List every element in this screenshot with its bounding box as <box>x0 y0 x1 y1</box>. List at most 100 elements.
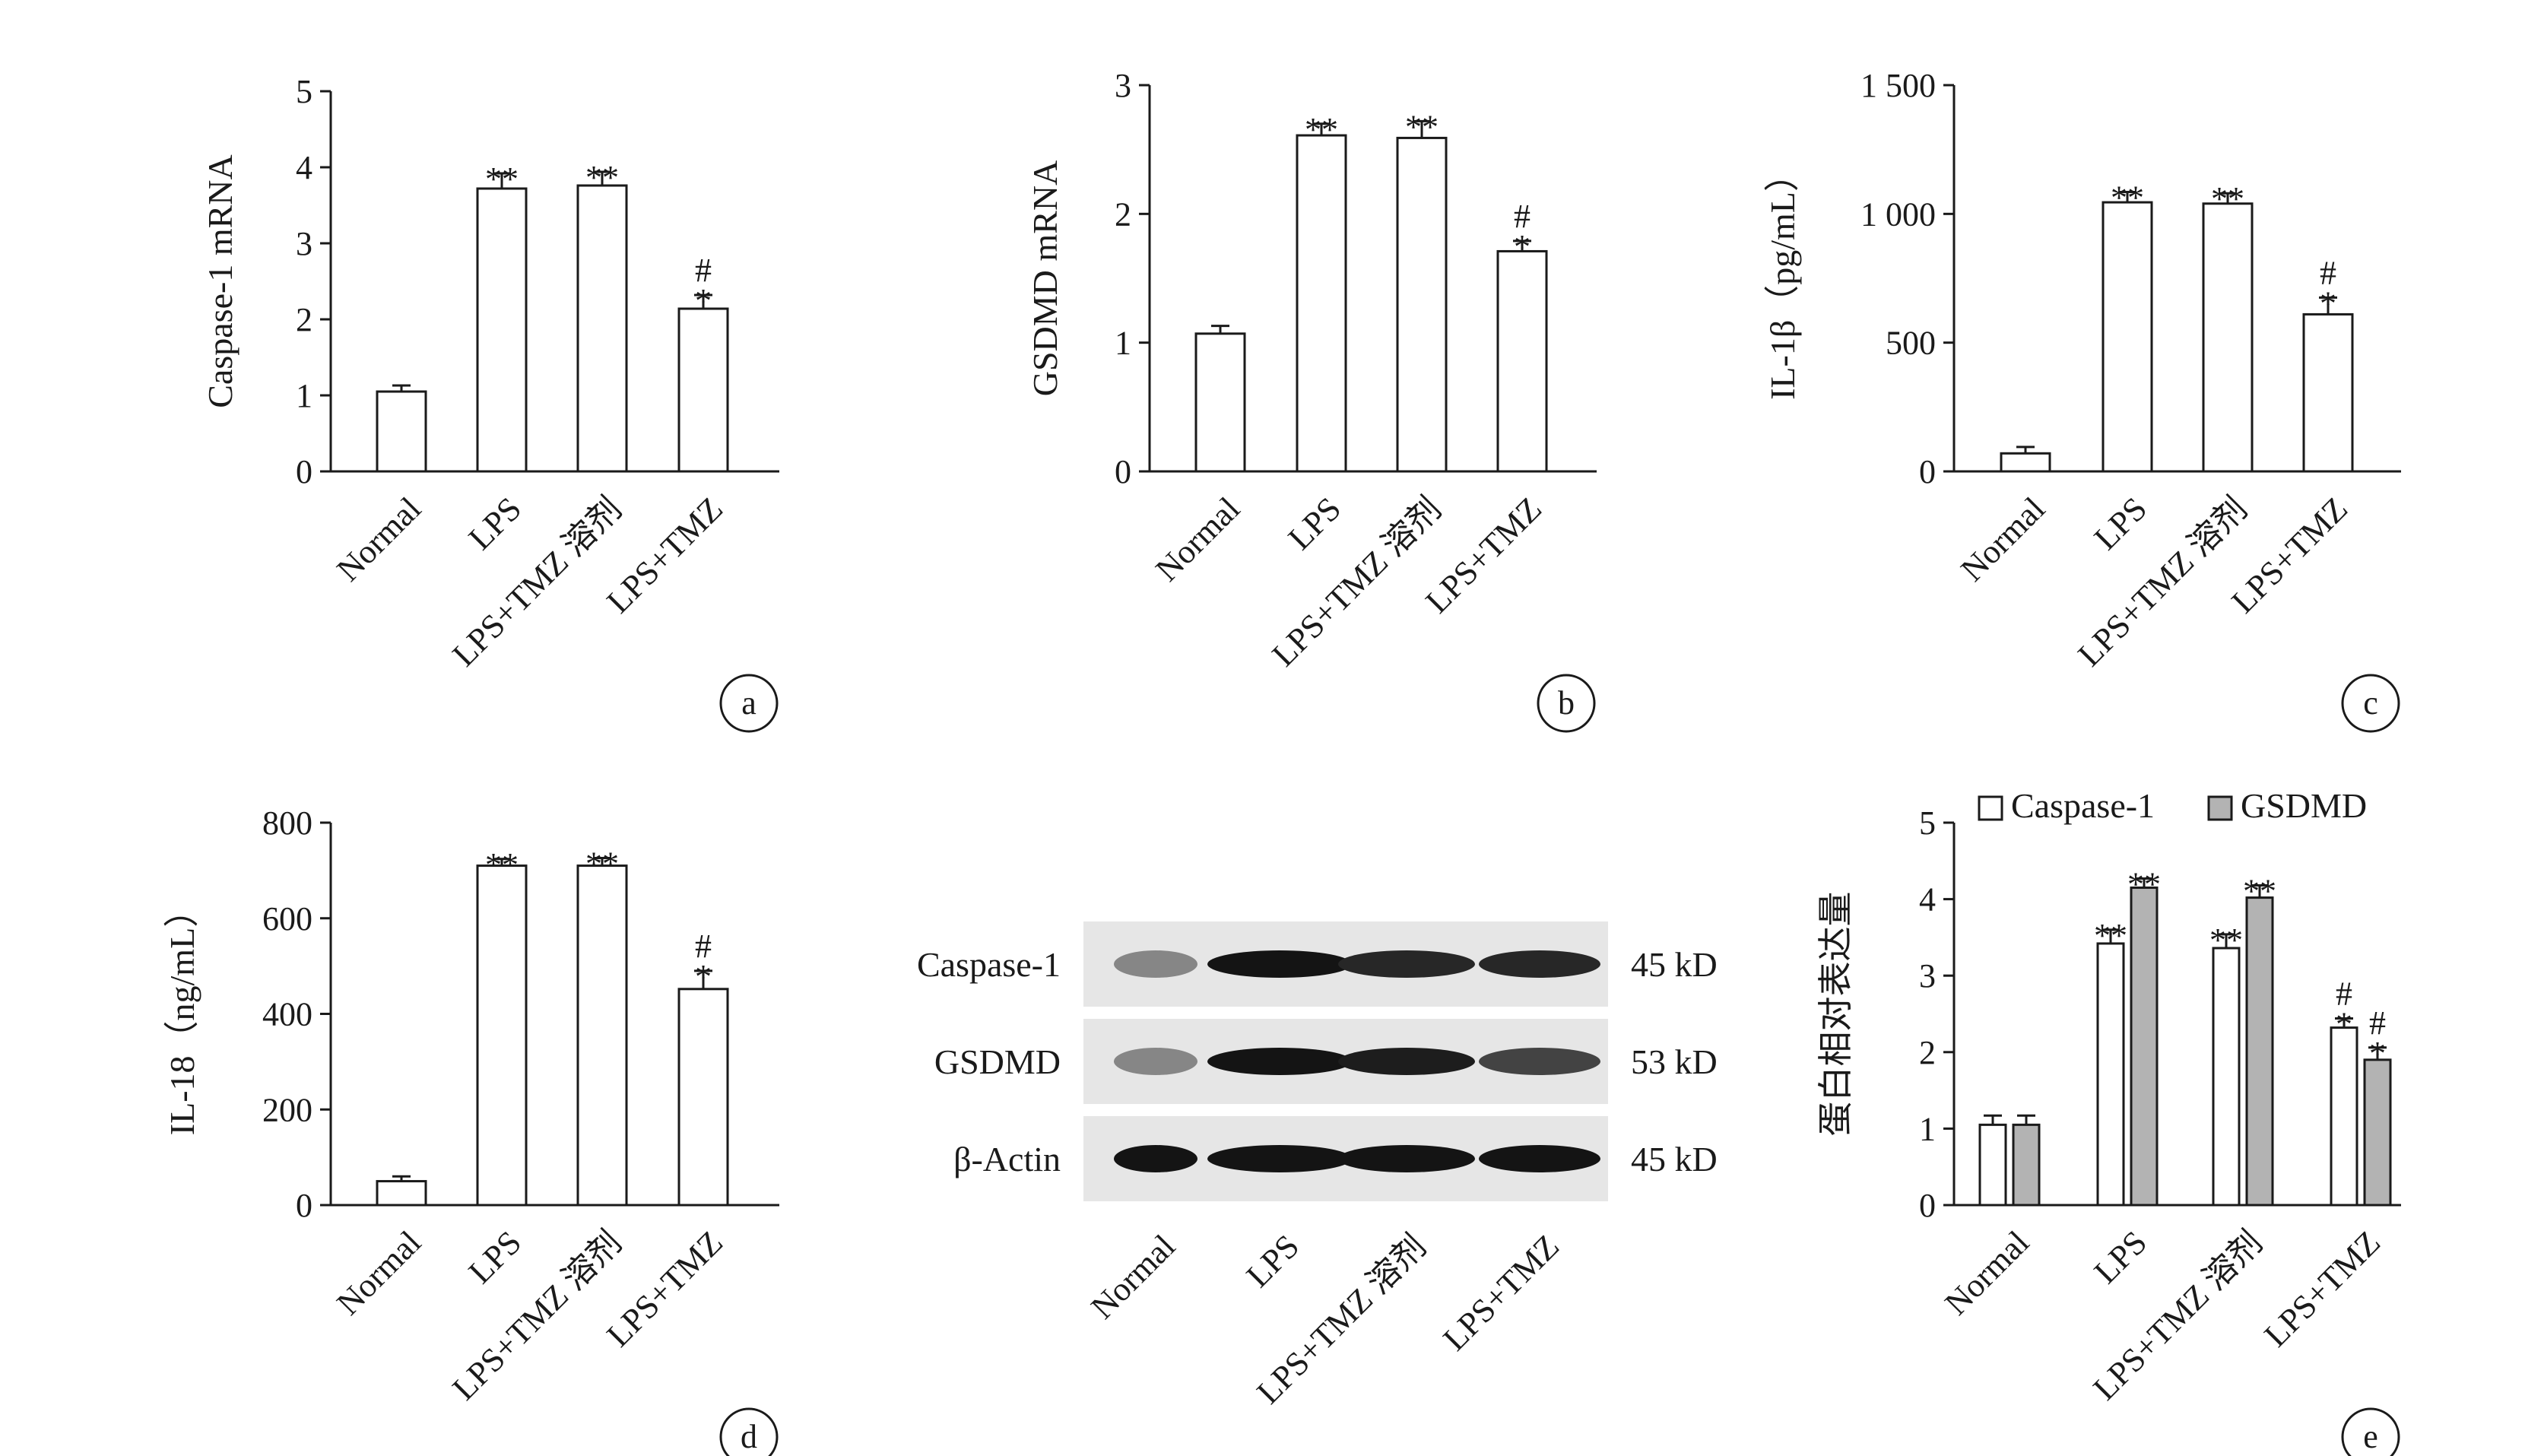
blot-band <box>1207 950 1352 978</box>
significance-mark: # <box>695 928 712 965</box>
category-label: Normal <box>1148 490 1247 588</box>
blot-band <box>1479 950 1600 978</box>
category-label: LPS+TMZ 溶剂 <box>446 490 629 673</box>
y-tick-label: 1 <box>296 377 312 414</box>
blot-protein-label: GSDMD <box>934 1042 1061 1081</box>
significance-mark: * <box>1514 228 1531 265</box>
y-tick-label: 0 <box>1115 453 1131 490</box>
blot-band <box>1207 1048 1352 1075</box>
bar <box>2130 887 2159 1207</box>
significance-mark: # <box>1514 198 1531 235</box>
y-tick-label: 0 <box>1919 453 1936 490</box>
y-tick-label: 1 <box>1115 325 1131 362</box>
y-tick-label: 1 500 <box>1860 67 1936 104</box>
significance-mark: # <box>695 252 712 289</box>
significance-mark: ** <box>585 845 619 883</box>
legend-swatch <box>1978 795 2003 821</box>
blot-band <box>1338 950 1475 978</box>
y-axis-title: GSDMD mRNA <box>1026 160 1064 397</box>
bar <box>576 864 628 1207</box>
y-tick-label: 3 <box>296 225 312 262</box>
bar <box>1978 1123 2007 1207</box>
panel-letter-circle <box>719 1407 779 1456</box>
panel-letter: d <box>741 1418 757 1455</box>
panel-letter: b <box>1558 684 1575 722</box>
y-tick-label: 5 <box>296 73 312 110</box>
panel-letter: e <box>2363 1418 2378 1455</box>
category-label: Normal <box>1083 1227 1182 1326</box>
bar <box>2245 896 2274 1207</box>
bar <box>2212 947 2241 1207</box>
panel-letter-circle <box>1537 674 1596 733</box>
significance-mark: ** <box>2127 865 2161 902</box>
blot-size-label: 45 kD <box>1631 945 1718 984</box>
significance-mark: ** <box>1405 108 1439 145</box>
significance-mark: ** <box>485 160 519 198</box>
category-label: Normal <box>329 1223 428 1322</box>
y-tick-label: 4 <box>296 149 312 186</box>
panel-letter-circle <box>2341 674 2400 733</box>
y-tick-label: 1 <box>1919 1110 1936 1147</box>
blot-protein-label: Caspase-1 <box>917 945 1061 984</box>
y-tick-label: 4 <box>1919 881 1936 918</box>
y-tick-label: 600 <box>262 900 312 937</box>
bar <box>1396 136 1448 473</box>
blot-band <box>1479 1145 1600 1172</box>
significance-mark: * <box>695 958 712 995</box>
significance-mark: ** <box>2094 917 2127 954</box>
significance-mark: # <box>2320 254 2336 291</box>
y-tick-label: 3 <box>1115 67 1131 104</box>
panel-letter: c <box>2363 684 2378 722</box>
bar <box>2330 1026 2358 1207</box>
significance-mark: # <box>2336 975 2352 1013</box>
bar <box>2302 312 2354 473</box>
legend-swatch <box>2207 795 2233 821</box>
blot-size-label: 53 kD <box>1631 1042 1718 1081</box>
bar <box>2096 942 2125 1207</box>
legend: Caspase-1 GSDMD <box>1978 786 2367 825</box>
significance-mark: ** <box>1305 111 1338 148</box>
category-label: LPS <box>1239 1227 1306 1294</box>
legend-label: Caspase-1 <box>2011 786 2155 825</box>
blot-band <box>1114 1048 1197 1075</box>
bar <box>1194 332 1246 473</box>
y-tick-label: 2 <box>1115 195 1131 233</box>
y-tick-label: 3 <box>1919 957 1936 994</box>
category-label: LPS <box>462 490 528 557</box>
bar <box>2363 1058 2392 1207</box>
category-label: LPS+TMZ 溶剂 <box>1265 490 1448 673</box>
y-tick-label: 2 <box>296 301 312 338</box>
bar <box>2012 1123 2041 1207</box>
category-label: LPS+TMZ <box>1436 1227 1566 1357</box>
bar <box>677 988 729 1207</box>
y-axis-title: 蛋白相对表达量 <box>1816 892 1855 1137</box>
bar <box>1496 249 1548 473</box>
category-label: Normal <box>1953 490 2052 588</box>
panel-letter-circle <box>2341 1407 2400 1456</box>
category-label: LPS <box>462 1223 528 1290</box>
y-tick-label: 200 <box>262 1091 312 1128</box>
blot-band <box>1207 1145 1352 1172</box>
y-tick-label: 2 <box>1919 1034 1936 1071</box>
category-label: LPS <box>2087 490 2154 557</box>
significance-mark: * <box>2320 284 2336 322</box>
significance-mark: ** <box>2209 921 2243 959</box>
y-axis-title: IL-1β（pg/mL） <box>1763 157 1802 400</box>
bar <box>2202 202 2254 473</box>
bar <box>376 390 427 473</box>
bar <box>677 307 729 473</box>
blot-band <box>1479 1048 1600 1075</box>
category-label: LPS+TMZ 溶剂 <box>446 1223 629 1407</box>
category-label: LPS+TMZ <box>2257 1223 2387 1353</box>
blot-band <box>1338 1145 1475 1172</box>
y-tick-label: 0 <box>296 1187 312 1224</box>
category-label: Normal <box>1937 1223 2036 1322</box>
significance-mark: # <box>2369 1004 2386 1042</box>
category-label: LPS+TMZ 溶剂 <box>2071 490 2254 673</box>
blot-band <box>1114 1145 1197 1172</box>
panel-letter-circle <box>719 674 779 733</box>
significance-mark: * <box>2336 1006 2352 1043</box>
